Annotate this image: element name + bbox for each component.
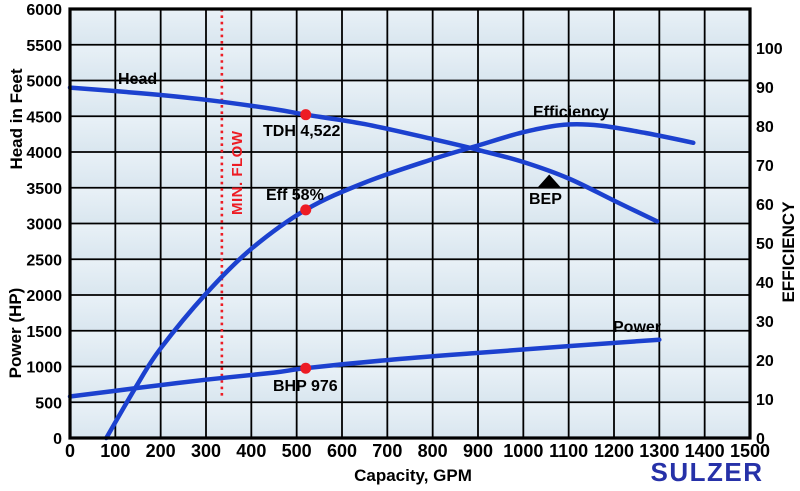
x-axis-tick-label: 200 — [146, 441, 176, 461]
sulzer-logo: SULZER — [651, 457, 764, 487]
data-point-markers — [300, 109, 562, 374]
gridlines — [69, 8, 751, 439]
right-axis-tick-label: 50 — [756, 236, 774, 253]
x-axis-tick-label: 1500 — [730, 441, 770, 461]
min-flow-label: MIN. FLOW — [229, 130, 246, 215]
tdh-annotation: TDH 4,522 — [263, 123, 340, 140]
eff-point-marker — [300, 204, 312, 216]
left-axis-tick-label: 500 — [35, 395, 62, 412]
tdh-point-marker — [300, 109, 312, 121]
bhp-annotation: BHP 976 — [273, 378, 338, 395]
right-axis-tick-label: 0 — [756, 431, 765, 448]
left-axis-tick-labels: 6000550050004500400035003000250020001500… — [26, 2, 62, 448]
x-axis-tick-label: 600 — [327, 441, 357, 461]
right-axis-title-efficiency: EFFICIENCY — [779, 201, 798, 303]
x-axis-tick-label: 1100 — [549, 441, 588, 461]
plot-frame — [68, 7, 752, 440]
left-axis-title-head: Head in Feet — [7, 68, 26, 169]
right-axis-tick-label: 80 — [756, 119, 774, 136]
bhp-point-marker — [300, 362, 312, 374]
eff-annotation: Eff 58% — [266, 187, 324, 204]
right-axis-tick-label: 20 — [756, 353, 774, 370]
x-axis-title: Capacity, GPM — [354, 466, 472, 485]
x-axis-tick-label: 100 — [100, 441, 130, 461]
right-axis-tick-label: 70 — [756, 158, 774, 175]
x-axis-tick-label: 1200 — [594, 441, 634, 461]
x-axis-tick-label: 900 — [463, 441, 493, 461]
left-axis-tick-label: 0 — [53, 431, 62, 448]
x-axis-tick-labels: 0 100 200 300 400 500 600 700 800 900 1000 1100 1200… — [65, 441, 770, 461]
left-axis-tick-label: 1500 — [26, 324, 62, 341]
left-axis-tick-label: 2000 — [26, 288, 62, 305]
left-axis-tick-label: 1000 — [26, 360, 62, 377]
power-curve — [67, 337, 662, 399]
left-axis-tick-label: 5000 — [26, 74, 62, 91]
left-axis-tick-label: 6000 — [26, 2, 62, 19]
efficiency-curve-label: Efficiency — [533, 104, 609, 121]
x-axis-tick-label: 700 — [372, 441, 402, 461]
power-curve-label: Power — [613, 319, 661, 336]
x-axis-tick-label: 1400 — [685, 441, 725, 461]
bep-point-marker — [536, 174, 562, 189]
x-axis-tick-label: 0 — [65, 441, 75, 461]
efficiency-curve — [104, 121, 696, 441]
x-axis-tick-label: 1300 — [639, 441, 679, 461]
head-curve-label: Head — [118, 71, 157, 88]
bep-annotation: BEP — [529, 191, 562, 208]
left-axis-tick-label: 3500 — [26, 181, 62, 198]
left-axis-tick-label: 5500 — [26, 38, 62, 55]
x-axis-tick-label: 400 — [236, 441, 266, 461]
right-axis-tick-label: 60 — [756, 197, 774, 214]
right-axis-tick-label: 40 — [756, 275, 774, 292]
head-curve — [67, 85, 660, 224]
right-axis-tick-label: 10 — [756, 392, 774, 409]
x-axis-tick-label: 300 — [191, 441, 221, 461]
left-axis-tick-label: 4000 — [26, 145, 62, 162]
x-axis-tick-label: 1000 — [503, 441, 543, 461]
left-axis-tick-label: 2500 — [26, 252, 62, 269]
performance-curves — [67, 85, 696, 441]
left-axis-tick-label: 4500 — [26, 109, 62, 126]
right-axis-tick-label: 100 — [756, 41, 783, 58]
right-axis-tick-label: 30 — [756, 314, 774, 331]
left-axis-tick-label: 3000 — [26, 217, 62, 234]
x-axis-tick-label: 500 — [282, 441, 312, 461]
left-axis-title-power: Power (HP) — [6, 288, 25, 379]
x-axis-tick-label: 800 — [418, 441, 448, 461]
right-axis-tick-label: 90 — [756, 80, 774, 97]
